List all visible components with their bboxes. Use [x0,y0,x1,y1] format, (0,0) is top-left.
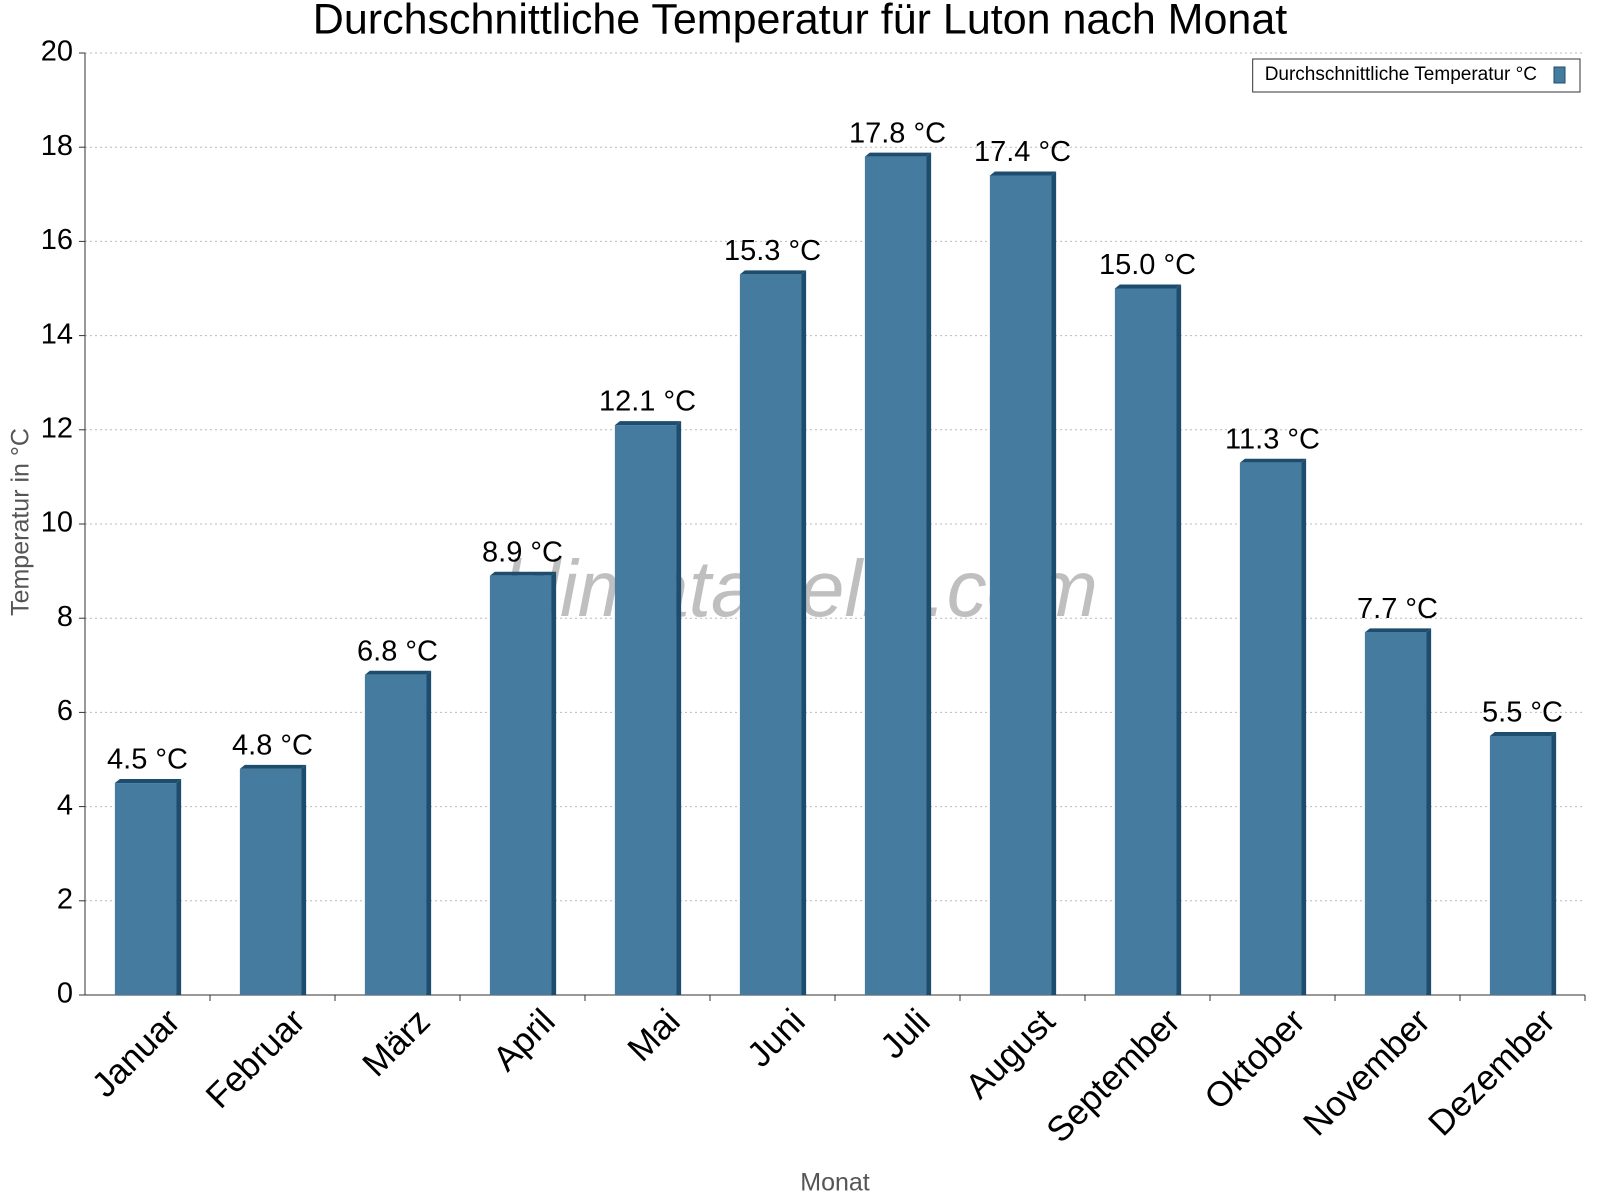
bar-top [864,152,932,157]
bar-side [1051,171,1057,995]
data-label: 15.3 °C [724,235,821,267]
bar [489,575,552,995]
bar-side [301,764,307,995]
x-tick-label: Dezember [1421,1001,1563,1143]
legend-label: Durchschnittliche Temperatur °C [1265,64,1537,85]
x-tick-label: Juli [873,1002,938,1067]
data-label: 17.4 °C [974,136,1071,168]
bar [1489,735,1552,995]
bar-top [114,779,182,784]
x-tick-label: Mai [620,1002,687,1069]
bar-top [614,421,682,426]
bar-top [1114,284,1182,289]
data-label: 4.5 °C [107,744,188,776]
bar-top [989,171,1057,176]
x-tick-label: Juni [740,1002,813,1075]
y-tick-label: 10 [41,507,73,539]
bar-side [1426,628,1432,995]
y-axis-title: Temperatur in °C [7,428,35,616]
y-tick-label: 8 [57,601,73,633]
x-tick-label: November [1296,1001,1438,1143]
bar-side [801,270,807,995]
bar-top [489,571,557,576]
y-tick-label: 6 [57,695,73,727]
data-label: 4.8 °C [232,730,313,762]
x-tick-label: April [486,1002,563,1079]
y-tick-label: 4 [57,789,73,821]
y-tick-label: 14 [41,318,73,350]
bar [1239,462,1302,995]
bar [1364,632,1427,995]
legend: Durchschnittliche Temperatur °C [1252,58,1581,93]
chart-title: Durchschnittliche Temperatur für Luton n… [313,0,1287,43]
bar-side [1551,731,1557,995]
bar [739,274,802,995]
bar [989,175,1052,995]
bar-top [364,670,432,675]
data-label: 11.3 °C [1225,423,1320,455]
data-label: 6.8 °C [357,635,438,667]
y-tick-label: 12 [41,412,73,444]
bar-side [926,152,932,995]
bar [114,783,177,995]
bar-top [1239,458,1307,463]
data-label: 7.7 °C [1357,593,1438,625]
data-label: 12.1 °C [599,386,696,418]
bar-side [426,670,432,995]
y-tick-label: 0 [57,978,73,1010]
x-tick-label: Januar [84,1001,187,1104]
bar-side [176,779,182,995]
y-tick-label: 2 [57,883,73,915]
bar-side [1176,284,1182,995]
data-label: 8.9 °C [482,536,563,568]
y-tick-label: 18 [41,130,73,162]
bar-side [676,421,682,996]
bar-top [1364,628,1432,633]
legend-box [1252,58,1581,93]
x-axis-title: Monat [800,1169,870,1197]
bar-side [551,571,557,995]
bar [864,156,927,995]
bar [614,425,677,996]
data-label: 5.5 °C [1482,697,1563,729]
x-tick-label: Oktober [1197,1001,1313,1117]
bar-top [739,270,807,275]
x-tick-label: Februar [198,1001,312,1115]
data-label: 15.0 °C [1099,249,1196,281]
bar-top [239,764,307,769]
bar [1114,288,1177,995]
y-tick-label: 16 [41,224,73,256]
bar-side [1301,458,1307,995]
x-tick-label: August [958,1001,1063,1106]
x-tick-label: März [355,1002,438,1085]
legend-swatch [1553,66,1566,84]
data-label: 17.8 °C [849,117,946,149]
x-tick-label: September [1039,1001,1188,1150]
bar [239,768,302,995]
y-tick-label: 20 [41,36,73,68]
bar-top [1489,731,1557,736]
bar [364,674,427,995]
